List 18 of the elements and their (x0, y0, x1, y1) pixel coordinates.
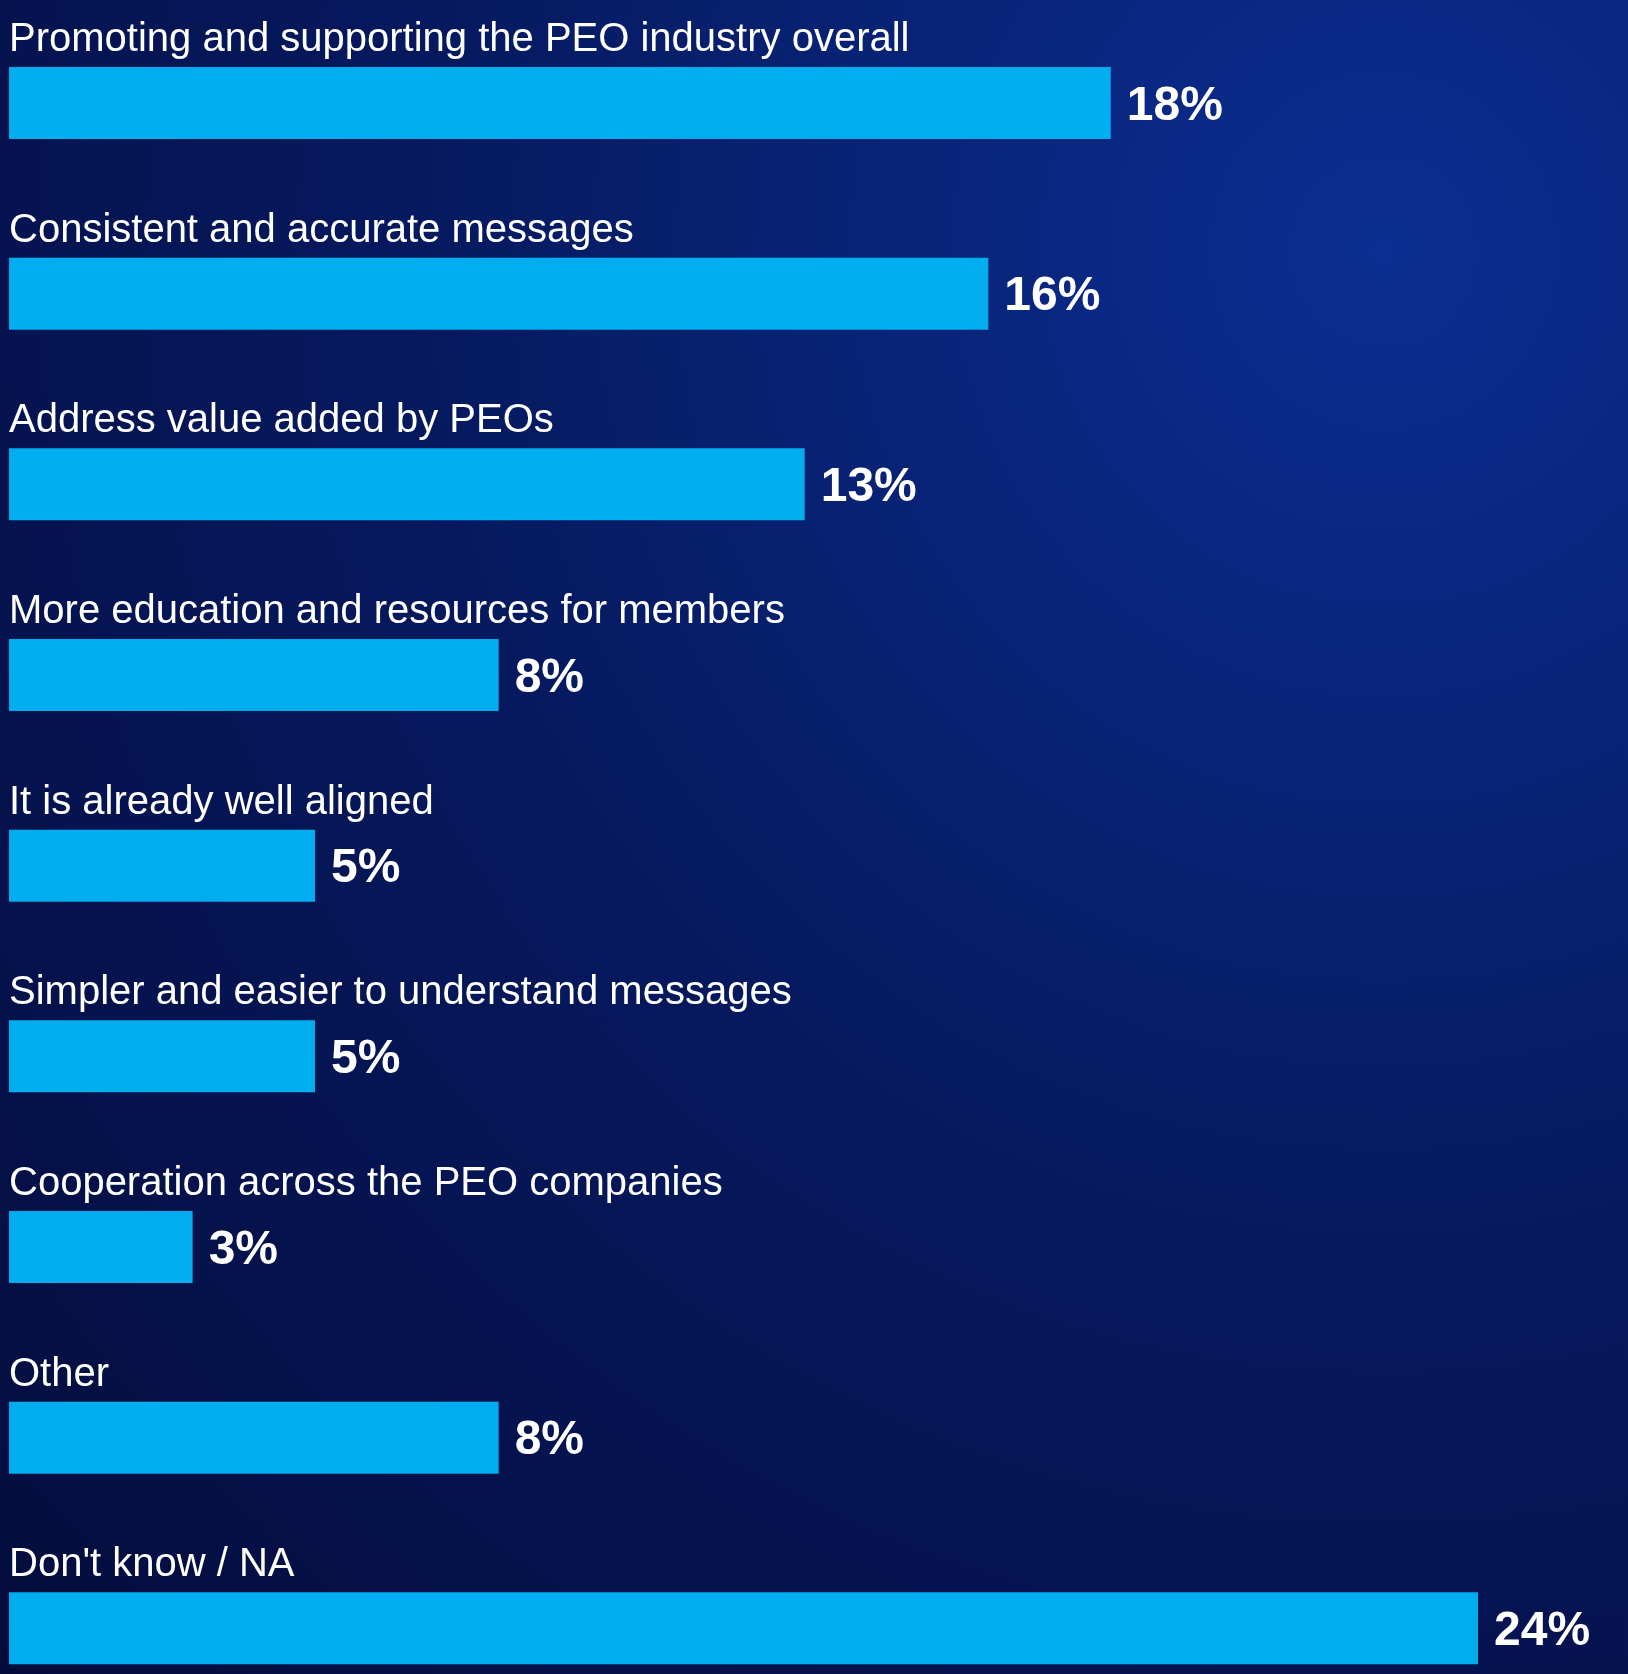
y-tick-label: It is already well aligned (9, 777, 434, 822)
y-tick-label: Don't know / NA (9, 1540, 295, 1585)
data-label: 8% (514, 648, 585, 702)
y-tick-label: Promoting and supporting the PEO industry overall (9, 15, 910, 59)
y-tick-label: Cooperation across the PEO companies (9, 1159, 723, 1203)
data-label: 3% (208, 1220, 278, 1274)
y-tick-label: Simpler and easier to understand messages (9, 968, 792, 1013)
y-tick-label: More education and resources for members (9, 587, 785, 631)
data-label: 24% (1494, 1602, 1591, 1656)
data-label: 5% (331, 1030, 401, 1084)
y-tick-label: Address value added by PEOs (9, 396, 554, 441)
data-label: 16% (1004, 267, 1101, 321)
data-label: 13% (820, 458, 917, 512)
data-label: 18% (1126, 76, 1223, 130)
data-label: 8% (514, 1411, 585, 1465)
data-label: 5% (331, 839, 401, 893)
y-tick-label: Other (9, 1349, 110, 1394)
y-tick-label: Consistent and accurate messages (9, 205, 634, 250)
